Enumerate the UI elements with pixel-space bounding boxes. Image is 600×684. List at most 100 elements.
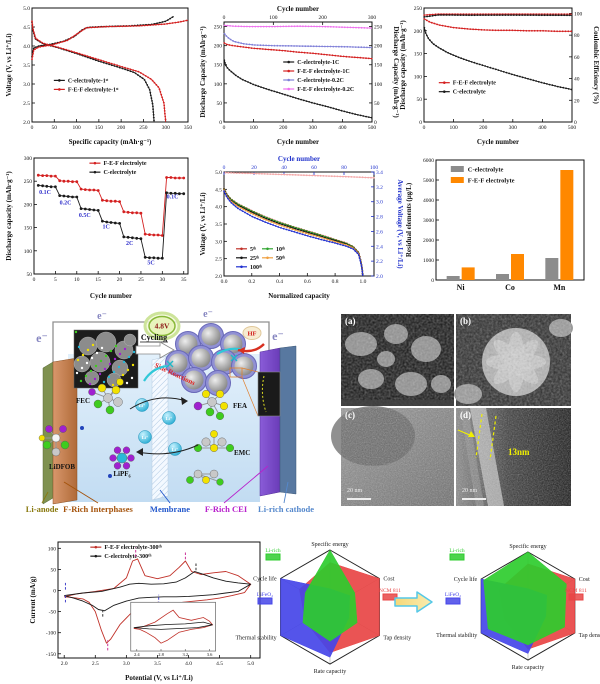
- series-marker: [338, 45, 340, 48]
- series-marker: [164, 20, 167, 23]
- series-marker: [153, 119, 155, 122]
- cycling-arrow: [135, 341, 175, 359]
- x-tick-label: 0.2: [248, 279, 255, 285]
- series-marker: [318, 236, 321, 238]
- series-marker: [359, 114, 362, 117]
- series-marker: [335, 108, 338, 111]
- series-marker: [278, 224, 281, 226]
- series-marker: [428, 15, 431, 18]
- y-axis-label: Discharge Capacity (mAh·g⁻¹): [199, 26, 207, 118]
- series-marker: [327, 106, 329, 108]
- y2-tick-label: 100: [374, 82, 383, 88]
- series-marker: [142, 73, 145, 76]
- series-marker: [251, 25, 254, 28]
- sem-particle: [89, 351, 111, 373]
- sem-inset-dot: [112, 370, 116, 374]
- series-marker: [237, 41, 240, 44]
- y-tick-label: 4.0: [215, 205, 222, 211]
- x-tick-label: 4.5: [216, 661, 223, 667]
- bar-Mn-1: [560, 170, 574, 280]
- atom: [105, 405, 115, 415]
- series-marker: [33, 34, 36, 36]
- series-marker: [321, 45, 323, 48]
- series-marker: [442, 49, 445, 52]
- series-marker: [152, 24, 155, 26]
- y2-tick-label: 2.6: [376, 229, 383, 235]
- legend-label: F-E-F electrolyte-0.2C: [297, 87, 354, 93]
- series-marker: [39, 46, 42, 48]
- series-marker: [349, 46, 351, 48]
- rate-annotation: 0.5C: [79, 213, 91, 219]
- series-marker: [156, 256, 160, 260]
- series-marker: [257, 215, 260, 218]
- series-marker: [439, 47, 442, 50]
- legend-item: C-electrolyte: [438, 90, 486, 96]
- legend-label: C-electrolyte: [468, 167, 504, 174]
- series-marker: [525, 29, 528, 32]
- series-marker: [318, 45, 321, 48]
- series-marker: [346, 111, 348, 113]
- series-marker: [152, 233, 156, 237]
- series-marker: [254, 216, 256, 219]
- series-marker: [234, 45, 236, 47]
- layer-label-li-anode: Li-anode: [25, 504, 59, 514]
- series-marker: [434, 14, 437, 17]
- series-marker: [323, 237, 326, 240]
- series-marker: [498, 14, 501, 16]
- series-marker: [352, 26, 355, 29]
- series-marker: [239, 45, 242, 48]
- y-tick-label: 50: [27, 272, 33, 278]
- series-marker: [339, 55, 342, 58]
- series-marker: [147, 76, 150, 79]
- series-marker: [224, 192, 227, 195]
- sem-inset-dot: [118, 352, 122, 356]
- series-marker: [43, 42, 46, 45]
- series-marker: [437, 14, 440, 16]
- series-marker: [315, 235, 318, 238]
- series-marker: [428, 20, 431, 23]
- series-marker: [261, 220, 264, 222]
- series-marker: [140, 72, 142, 74]
- series-marker: [290, 45, 293, 47]
- series-marker: [165, 176, 169, 179]
- series-marker: [554, 85, 556, 87]
- series-marker: [354, 46, 357, 48]
- series-marker: [113, 199, 117, 203]
- series-marker: [230, 172, 232, 174]
- series-marker: [237, 205, 240, 208]
- series-marker: [357, 114, 359, 116]
- sem-inset-dot: [89, 369, 93, 373]
- series-marker: [163, 23, 166, 25]
- series-marker: [149, 94, 152, 97]
- y-tick-label: 2000: [423, 238, 434, 244]
- series-marker: [82, 28, 85, 31]
- series-marker: [141, 77, 144, 80]
- series-marker: [62, 194, 66, 198]
- series-marker: [116, 65, 119, 68]
- atom: [122, 446, 131, 454]
- x-tick-label: 400: [538, 125, 547, 131]
- x2-tick-label: 40: [281, 165, 287, 171]
- series-marker: [80, 30, 83, 32]
- legend-label: F-E-F electrolyte: [468, 178, 515, 185]
- series-marker: [359, 56, 362, 59]
- electron-label: e⁻: [36, 331, 48, 345]
- legend-label: 5ᵗʰ: [250, 247, 256, 253]
- atom: [116, 378, 124, 386]
- panel-capacity-efficiency-chart: 0 100 200 300 400 500 0 50 100 150 200 250 0 20 40 60 80…: [398, 2, 600, 148]
- series-marker: [431, 14, 434, 17]
- series-marker: [243, 25, 245, 28]
- legend-item: 5ᵗʰ: [236, 247, 256, 253]
- series-marker: [510, 14, 512, 16]
- atom: [60, 440, 70, 450]
- series-marker: [152, 108, 155, 111]
- series-marker: [424, 29, 426, 32]
- series-marker: [143, 232, 147, 236]
- series-marker: [324, 105, 327, 108]
- series-marker: [433, 22, 436, 25]
- series-marker: [556, 30, 558, 33]
- series-marker: [232, 203, 235, 206]
- series-marker: [141, 24, 143, 27]
- series-marker: [508, 72, 510, 75]
- series-marker: [556, 85, 559, 88]
